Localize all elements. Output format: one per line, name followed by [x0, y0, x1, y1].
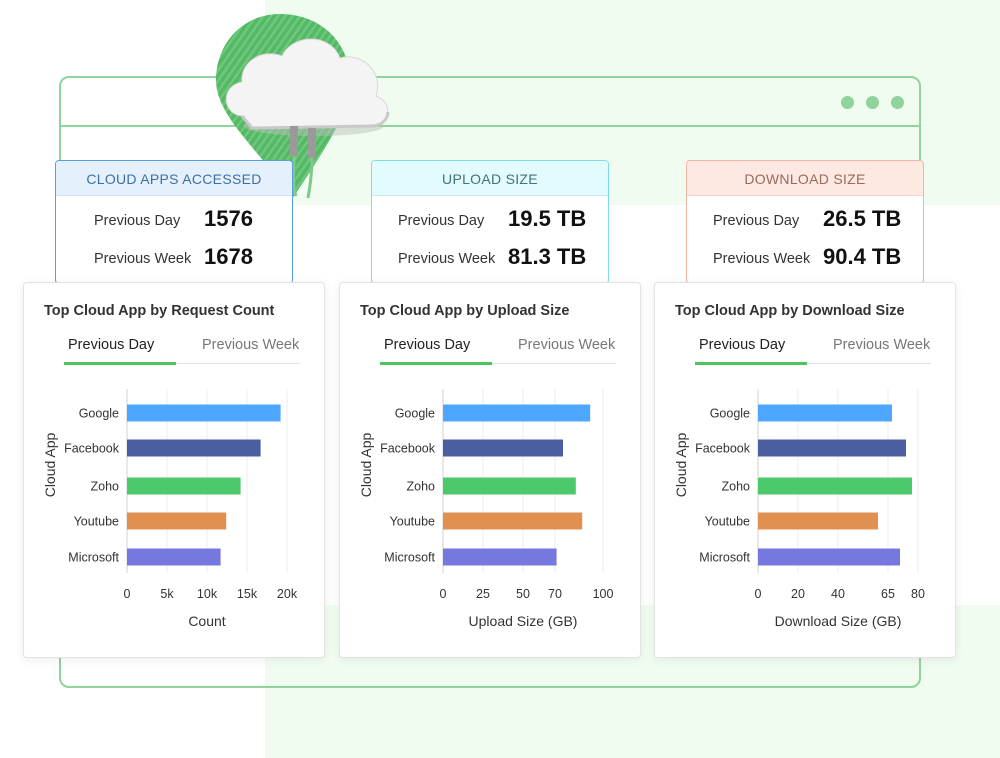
chart-card-download-size: Top Cloud App by Download Size Previous … — [654, 282, 956, 658]
previous-week-value: 1678 — [204, 244, 253, 269]
chart-title: Top Cloud App by Request Count — [44, 303, 275, 319]
x-tick-label: 0 — [124, 587, 131, 601]
stat-card-download-size: DOWNLOAD SIZE Previous Day 26.5 TB Previ… — [686, 160, 924, 284]
bar-facebook — [758, 439, 906, 457]
chart-title: Top Cloud App by Download Size — [675, 303, 905, 319]
category-label: Facebook — [380, 442, 436, 456]
window-dot-icon — [841, 96, 854, 109]
category-label: Google — [395, 407, 435, 421]
x-tick-label: 10k — [197, 587, 218, 601]
category-label: Zoho — [722, 480, 751, 494]
x-tick-label: 40 — [831, 587, 845, 601]
category-label: Google — [710, 407, 750, 421]
x-tick-label: 65 — [881, 587, 895, 601]
y-axis-label: Cloud App — [358, 432, 374, 497]
window-dot-icon — [866, 96, 879, 109]
category-label: Youtube — [705, 515, 750, 529]
x-tick-label: 50 — [516, 587, 530, 601]
chart-title: Top Cloud App by Upload Size — [360, 303, 570, 319]
y-axis-label: Cloud App — [42, 432, 58, 497]
bar-chart: Google Facebook Zoho Youtube Microsoft 0 5k 10k… — [42, 389, 298, 629]
x-tick-label: 0 — [440, 587, 447, 601]
category-label: Microsoft — [699, 551, 750, 565]
previous-day-label: Previous Day — [398, 213, 485, 229]
y-axis-label: Cloud App — [673, 432, 689, 497]
stat-card-cloud-apps: CLOUD APPS ACCESSED Previous Day 1576 Pr… — [55, 160, 293, 284]
active-tab-indicator — [380, 362, 492, 365]
cloud-pin-icon — [216, 14, 390, 199]
period-tabs: Previous Day Previous Week — [380, 335, 616, 365]
bar-google — [127, 404, 281, 422]
bar-youtube — [758, 512, 878, 530]
browser-titlebar-divider — [61, 125, 919, 127]
chart-card-request-count: Top Cloud App by Request Count Previous … — [23, 282, 325, 658]
previous-week-label: Previous Week — [713, 251, 811, 267]
stat-card-title: DOWNLOAD SIZE — [687, 161, 923, 196]
category-label: Facebook — [695, 442, 751, 456]
bar-chart: Google Facebook Zoho Youtube Microsoft 0 20 40 6… — [673, 389, 925, 629]
x-tick-label: 15k — [237, 587, 258, 601]
x-tick-label: 80 — [911, 587, 925, 601]
category-label: Google — [79, 407, 119, 421]
x-tick-label: 20 — [791, 587, 805, 601]
x-axis-label: Upload Size (GB) — [469, 613, 578, 629]
stat-card-upload-size: UPLOAD SIZE Previous Day 19.5 TB Previou… — [371, 160, 609, 284]
x-tick-label: 0 — [755, 587, 762, 601]
tab-previous-day[interactable]: Previous Day — [699, 337, 786, 353]
period-tabs: Previous Day Previous Week — [695, 335, 931, 365]
x-tick-label: 70 — [548, 587, 562, 601]
category-label: Microsoft — [68, 551, 119, 565]
x-tick-label: 5k — [160, 587, 174, 601]
category-label: Youtube — [74, 515, 119, 529]
previous-day-value: 26.5 TB — [823, 206, 902, 231]
x-tick-label: 25 — [476, 587, 490, 601]
bar-facebook — [127, 439, 261, 457]
x-axis-label: Download Size (GB) — [775, 613, 902, 629]
bar-youtube — [127, 512, 227, 530]
x-tick-label: 20k — [277, 587, 298, 601]
bar-microsoft — [127, 548, 221, 566]
tab-previous-week[interactable]: Previous Week — [202, 337, 300, 353]
previous-day-label: Previous Day — [94, 213, 181, 229]
period-tabs: Previous Day Previous Week — [64, 335, 300, 365]
previous-week-label: Previous Week — [94, 251, 192, 267]
x-axis-label: Count — [188, 613, 225, 629]
bar-microsoft — [758, 548, 900, 566]
active-tab-indicator — [64, 362, 176, 365]
tab-previous-week[interactable]: Previous Week — [518, 337, 616, 353]
bar-google — [443, 404, 591, 422]
category-label: Zoho — [91, 480, 120, 494]
category-label: Youtube — [390, 515, 435, 529]
bar-zoho — [758, 477, 912, 495]
category-label: Zoho — [407, 480, 436, 494]
tab-previous-week[interactable]: Previous Week — [833, 337, 931, 353]
bar-chart: Google Facebook Zoho Youtube Microsoft 0 25 50 7… — [358, 389, 614, 629]
x-tick-label: 100 — [593, 587, 614, 601]
stat-card-title: CLOUD APPS ACCESSED — [56, 161, 292, 196]
previous-day-value: 1576 — [204, 206, 253, 231]
stat-card-title: UPLOAD SIZE — [372, 161, 608, 196]
chart-card-upload-size: Top Cloud App by Upload Size Previous Da… — [339, 282, 641, 658]
bar-facebook — [443, 439, 563, 457]
bar-zoho — [127, 477, 241, 495]
active-tab-indicator — [695, 362, 807, 365]
previous-week-value: 90.4 TB — [823, 244, 902, 269]
bar-zoho — [443, 477, 576, 495]
bar-google — [758, 404, 892, 422]
bar-youtube — [443, 512, 583, 530]
previous-week-value: 81.3 TB — [508, 244, 587, 269]
category-label: Microsoft — [384, 551, 435, 565]
window-dot-icon — [891, 96, 904, 109]
tab-previous-day[interactable]: Previous Day — [68, 337, 155, 353]
category-label: Facebook — [64, 442, 120, 456]
previous-week-label: Previous Week — [398, 251, 496, 267]
previous-day-label: Previous Day — [713, 213, 800, 229]
tab-previous-day[interactable]: Previous Day — [384, 337, 471, 353]
bar-microsoft — [443, 548, 557, 566]
previous-day-value: 19.5 TB — [508, 206, 587, 231]
